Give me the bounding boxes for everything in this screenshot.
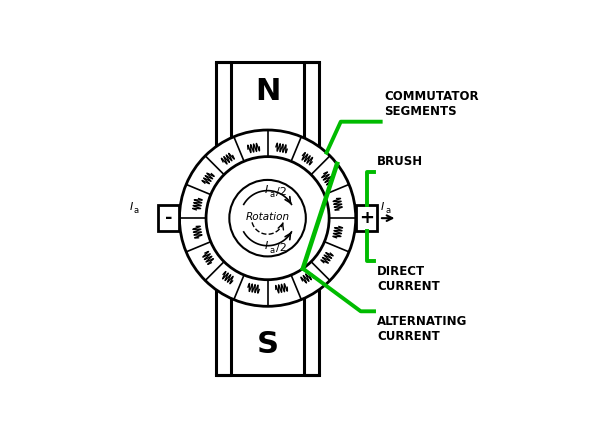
Polygon shape	[304, 285, 319, 375]
Text: a: a	[134, 206, 139, 215]
Text: Rotation: Rotation	[246, 212, 290, 222]
Polygon shape	[304, 62, 319, 152]
Text: +: +	[359, 209, 374, 227]
Text: S: S	[257, 330, 278, 359]
Text: I: I	[264, 185, 268, 195]
Text: I: I	[380, 201, 384, 212]
Circle shape	[229, 180, 306, 257]
Polygon shape	[211, 222, 324, 375]
Text: a: a	[269, 191, 274, 199]
Text: ALTERNATING
CURRENT: ALTERNATING CURRENT	[377, 314, 468, 343]
Bar	[356, 205, 377, 232]
Text: a: a	[385, 206, 391, 215]
Text: /2: /2	[276, 187, 287, 197]
Polygon shape	[216, 62, 231, 152]
Polygon shape	[211, 62, 324, 215]
Polygon shape	[216, 285, 231, 375]
Text: I: I	[264, 241, 268, 251]
Circle shape	[179, 130, 356, 306]
Circle shape	[206, 157, 329, 280]
Text: N: N	[255, 77, 280, 106]
Text: BRUSH: BRUSH	[377, 155, 424, 168]
Text: -: -	[165, 209, 172, 227]
Text: DIRECT
CURRENT: DIRECT CURRENT	[377, 265, 440, 293]
Bar	[158, 205, 179, 232]
Text: /2: /2	[276, 243, 287, 253]
Text: COMMUTATOR
SEGMENTS: COMMUTATOR SEGMENTS	[384, 90, 479, 118]
Text: I: I	[130, 201, 133, 212]
Text: a: a	[269, 246, 274, 255]
